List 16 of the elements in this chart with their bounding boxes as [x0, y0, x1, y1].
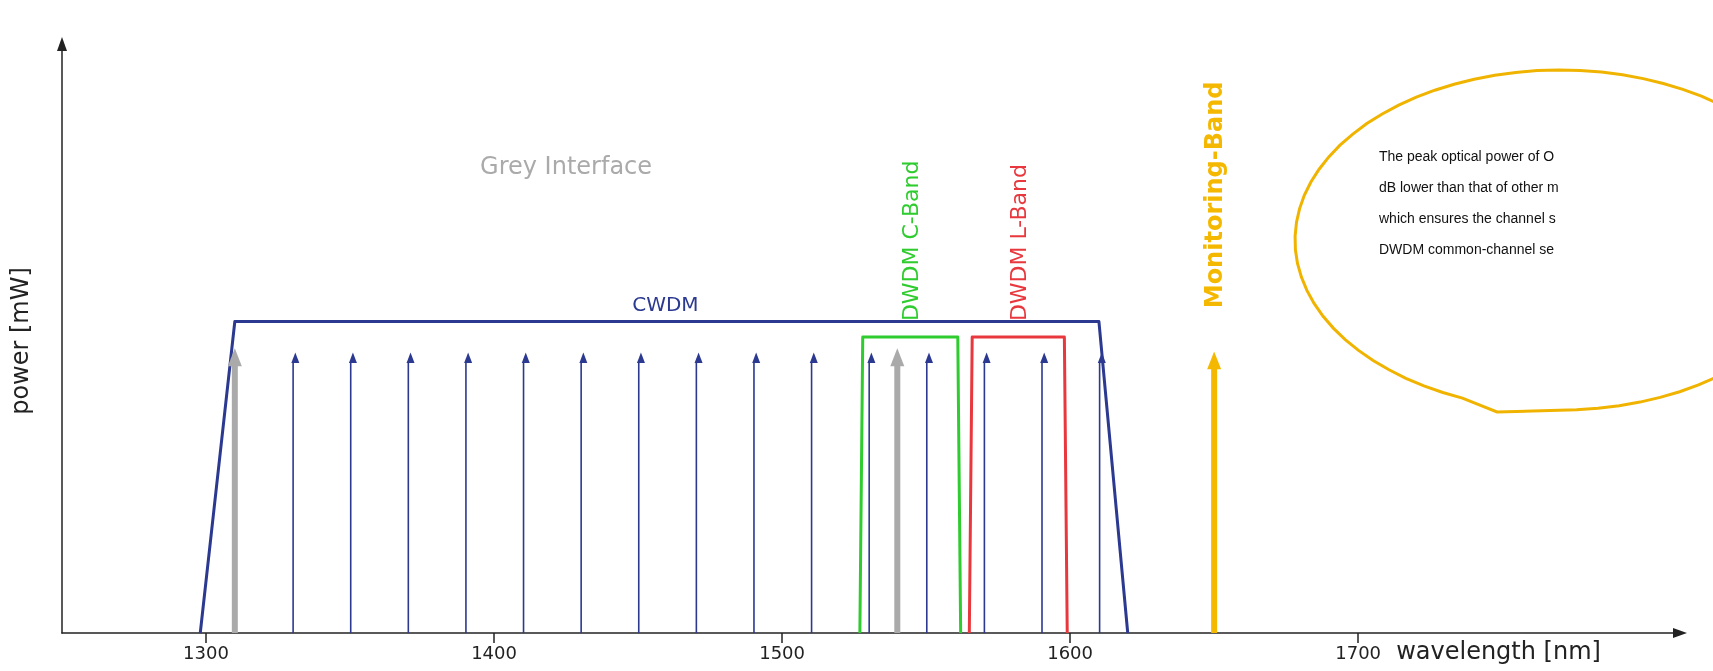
- text: Grey Interface: [480, 151, 653, 180]
- text: dB lower than that of other m: [1379, 179, 1559, 195]
- x-tick-label: 1500: [759, 641, 805, 663]
- x-tick-label: 1300: [183, 641, 229, 663]
- text: DWDM L-Band: [1005, 163, 1031, 322]
- y-axis-title: power [mW]: [6, 267, 34, 415]
- text: DWDM C-Band: [897, 160, 923, 322]
- series-label: CWDM: [632, 291, 699, 316]
- text: Monitoring-Band: [1200, 81, 1229, 309]
- x-tick-label: 1600: [1047, 641, 1094, 663]
- text: DWDM common-channel se: [1379, 241, 1555, 257]
- text: which ensures the channel s: [1378, 210, 1556, 226]
- x-axis-title: wavelength [nm]: [1396, 637, 1601, 665]
- x-tick-label: 1700: [1335, 641, 1382, 663]
- x-tick-label: 1400: [471, 641, 517, 663]
- text: The peak optical power of O: [1379, 148, 1555, 164]
